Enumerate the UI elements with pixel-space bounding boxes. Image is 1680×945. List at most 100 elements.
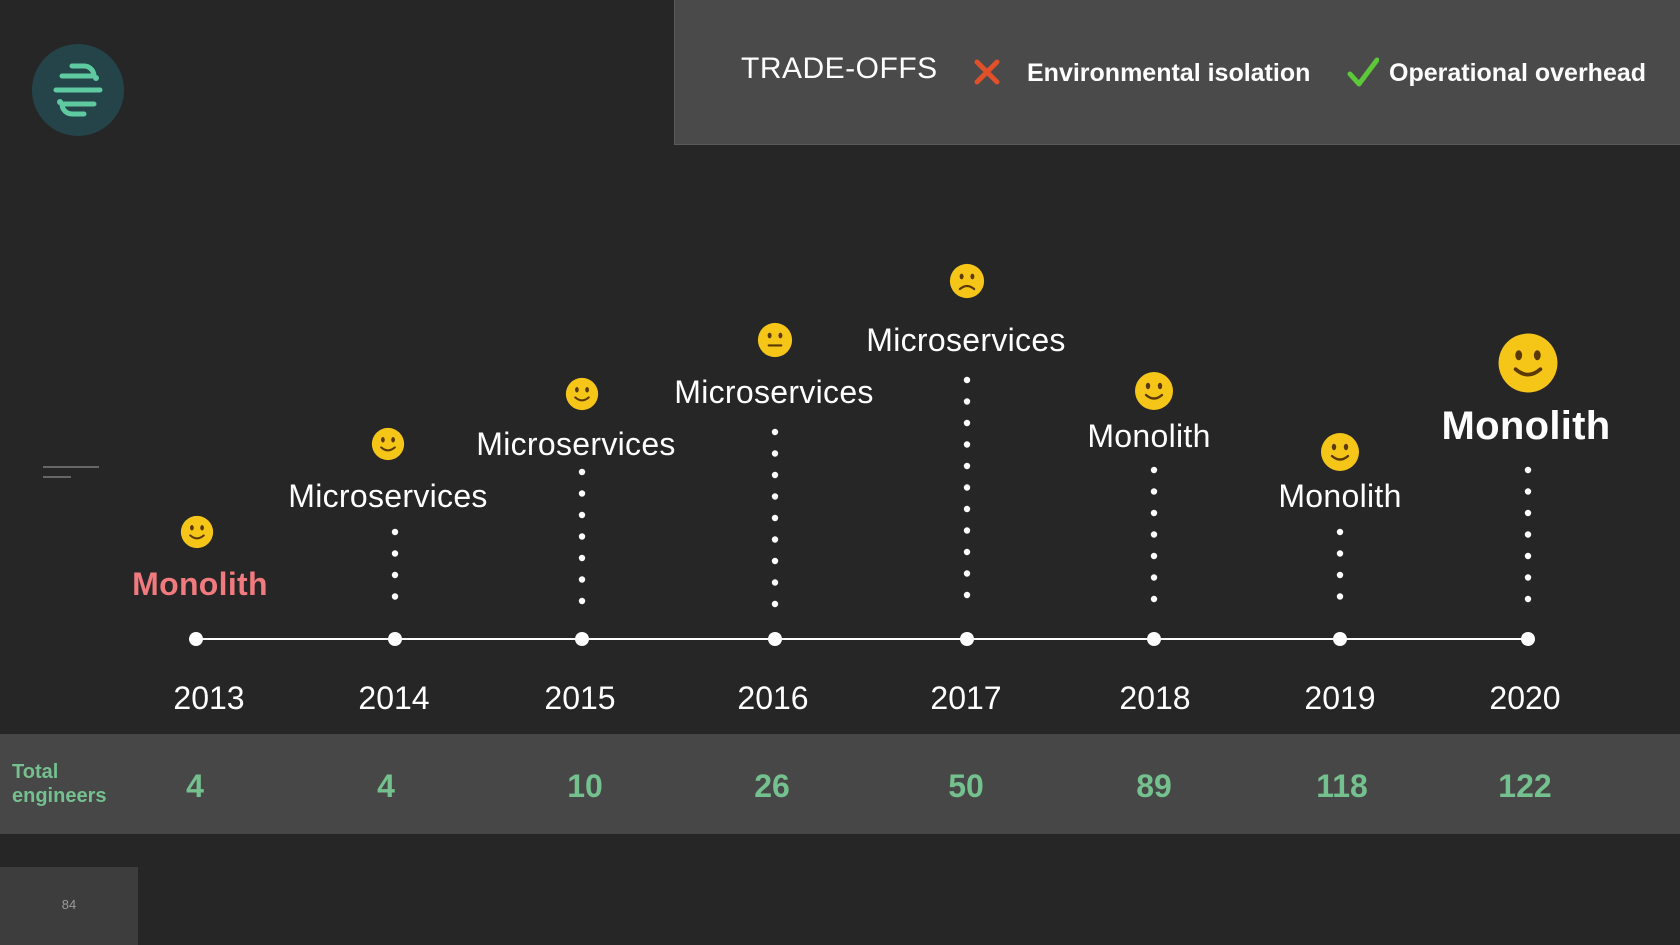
timeline-stem-dot: [1524, 531, 1532, 538]
engineers-band: Total engineers 4 4 10 26 50 89 118 122: [0, 734, 1680, 834]
happy-face-icon: [180, 515, 214, 549]
timeline-stem-dot: [963, 376, 971, 384]
menu-lines: [43, 466, 99, 480]
happy-face-icon: [1321, 433, 1359, 471]
timeline-stem-dot: [578, 490, 586, 497]
timeline-stem-dot: [963, 570, 971, 577]
engineer-count-2018: 89: [1136, 768, 1172, 804]
architecture-label-2017: Microservices: [866, 322, 1066, 358]
timeline-stem-dot: [771, 579, 779, 586]
timeline-stem-dot: [1150, 466, 1158, 474]
timeline-stem-dot: [1150, 488, 1158, 495]
sad-face-icon: [949, 263, 985, 299]
architecture-label-2019: Monolith: [1278, 478, 1402, 514]
timeline-stem-dot: [578, 468, 586, 476]
timeline-stem-dot: [963, 591, 971, 599]
timeline-node-2018: [1147, 632, 1161, 646]
happy-face-icon: [1498, 333, 1558, 393]
timeline-stem-dot: [1150, 552, 1158, 560]
timeline-node-2016: [768, 632, 782, 646]
year-label-2019: 2019: [1304, 680, 1376, 716]
timeline-stem-dot: [391, 528, 399, 536]
tradeoff-operational-overhead: Operational overhead: [1389, 59, 1647, 87]
engineer-count-2017: 50: [948, 768, 984, 804]
timeline-stem-dot: [1524, 552, 1532, 560]
timeline-stem-dot: [1336, 550, 1344, 557]
timeline-stem-dot: [963, 419, 971, 427]
tradeoffs-title: TRADE-OFFS: [741, 52, 938, 85]
timeline-stem-dot: [1524, 509, 1532, 517]
architecture-label-2020: Monolith: [1441, 404, 1611, 448]
timeline-stem-dot: [771, 428, 779, 436]
timeline-node-2015: [575, 632, 589, 646]
tradeoffs-panel: TRADE-OFFS Environmental isolation Opera…: [674, 0, 1680, 145]
year-label-2014: 2014: [358, 680, 430, 716]
timeline-stem-dot: [578, 533, 586, 540]
timeline-node-2019: [1333, 632, 1347, 646]
engineer-count-2019: 118: [1316, 768, 1368, 804]
timeline-stem-dot: [1524, 466, 1532, 474]
tradeoff-environmental-isolation: Environmental isolation: [1027, 59, 1311, 87]
engineers-label: Total engineers: [12, 760, 106, 808]
timeline-stem-dot: [963, 398, 971, 405]
timeline-stem-dot: [578, 511, 586, 519]
timeline-stem-dot: [1336, 593, 1344, 600]
timeline-stem-dot: [771, 514, 779, 522]
engineer-count-2016: 26: [754, 768, 790, 804]
timeline-stem-dot: [1150, 574, 1158, 581]
logo-icon: [53, 63, 103, 117]
timeline-stem-dot: [771, 536, 779, 543]
timeline-stem-dot: [963, 505, 971, 513]
timeline-stem-dot: [1150, 531, 1158, 538]
timeline-stem-dot: [391, 593, 399, 600]
engineer-count-2015: 10: [567, 768, 603, 804]
page-number-box: 84: [0, 867, 138, 945]
timeline-stem-dot: [1524, 574, 1532, 581]
timeline-node-2013: [189, 632, 203, 646]
page-number: 84: [61, 897, 77, 912]
timeline-stem-dot: [963, 462, 971, 470]
happy-face-icon: [1135, 372, 1173, 410]
timeline-stem-dot: [963, 548, 971, 556]
timeline-stem-dot: [1524, 488, 1532, 495]
timeline-stem-dot: [771, 471, 779, 479]
timeline-stem-dot: [1150, 595, 1158, 603]
architecture-label-2015: Microservices: [476, 426, 676, 462]
happy-face-icon: [565, 377, 599, 411]
timeline-stem-dot: [771, 600, 779, 608]
timeline-stem-dot: [963, 441, 971, 448]
year-label-2016: 2016: [737, 680, 809, 716]
timeline-stem-dot: [391, 571, 399, 579]
year-label-2018: 2018: [1119, 680, 1191, 716]
timeline-stem-dot: [1336, 528, 1344, 536]
year-label-2015: 2015: [544, 680, 616, 716]
neutral-face-icon: [757, 322, 793, 358]
timeline-node-2020: [1521, 632, 1535, 646]
year-label-2017: 2017: [930, 680, 1002, 716]
timeline-stem-dot: [1150, 509, 1158, 517]
architecture-label-2013: Monolith: [132, 566, 268, 602]
timeline-stem-dot: [1524, 595, 1532, 603]
check-icon: [1347, 57, 1379, 87]
engineer-count-2020: 122: [1498, 768, 1552, 804]
timeline-node-2017: [960, 632, 974, 646]
timeline-stem-dot: [1336, 571, 1344, 579]
timeline-stem-dot: [578, 554, 586, 562]
architecture-label-2016: Microservices: [674, 374, 874, 410]
timeline-stem-dot: [771, 557, 779, 565]
timeline-node-2014: [388, 632, 402, 646]
year-label-2013: 2013: [173, 680, 245, 716]
timeline-stem-dot: [771, 493, 779, 500]
engineers-label-text: Total engineers: [12, 761, 107, 807]
timeline-stem-dot: [578, 597, 586, 605]
timeline-axis: [189, 376, 1535, 646]
architecture-label-2018: Monolith: [1087, 418, 1211, 454]
engineer-count-2014: 4: [377, 768, 395, 804]
timeline-stem-dot: [578, 576, 586, 583]
happy-face-icon: [371, 427, 405, 461]
architecture-label-2014: Microservices: [288, 478, 488, 514]
timeline-stem-dot: [963, 484, 971, 491]
company-logo: [32, 44, 124, 136]
cross-icon: [974, 59, 1000, 85]
timeline-stem-dot: [963, 527, 971, 534]
